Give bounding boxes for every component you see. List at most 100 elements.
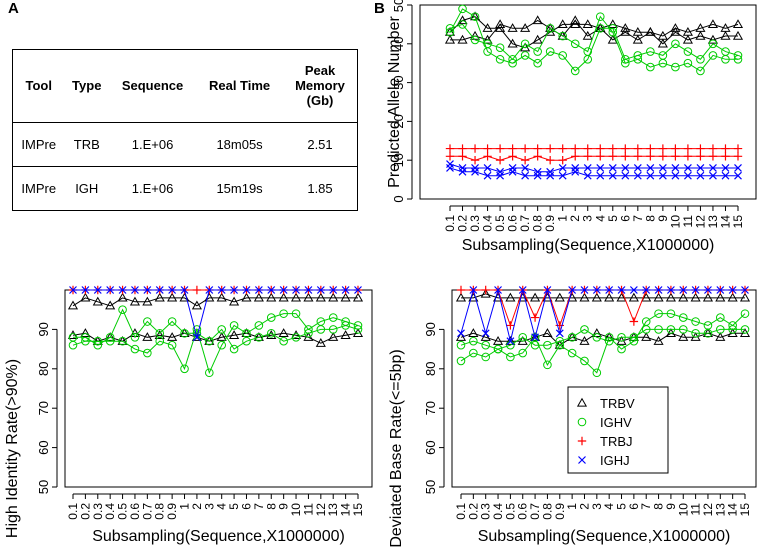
x-tick-label: 0.5 (116, 503, 130, 520)
x-tick-label: 5 (227, 503, 241, 510)
data-point (683, 164, 692, 172)
data-point (242, 336, 251, 346)
data-point (241, 328, 252, 337)
x-tick-label: 9 (664, 503, 678, 510)
data-point (118, 305, 127, 315)
y-tick-label: 20 (391, 114, 406, 128)
data-point (682, 34, 693, 44)
data-point (679, 286, 688, 294)
x-tick-label: 9 (277, 503, 291, 510)
data-point (716, 313, 725, 322)
data-point (583, 144, 592, 153)
data-point (482, 34, 493, 44)
data-point (678, 313, 688, 322)
data-point (543, 360, 552, 370)
table-cell: 1.E+06 (131, 181, 174, 197)
data-point (583, 164, 592, 172)
data-point (557, 19, 568, 29)
series-trbv (455, 328, 751, 349)
table-header-cell: Tool (25, 78, 52, 94)
data-point (696, 144, 705, 153)
data-point (279, 286, 288, 294)
table-header-cell: Peak Memory (Gb) (295, 63, 345, 109)
series-line (72, 297, 358, 307)
chart-allele: 010203040500.10.20.30.40.50.60.70.80.912… (386, 0, 757, 254)
data-point (654, 309, 663, 318)
data-point (683, 171, 692, 180)
data-point (217, 325, 226, 334)
data-point (695, 30, 706, 40)
legend-label: IGHV (600, 415, 632, 430)
table-cell: TRB (73, 136, 100, 152)
y-axis-label: High Identity Rate(>90%) (4, 359, 21, 538)
data-point (278, 292, 289, 302)
table-cell: 1.E+06 (131, 136, 174, 152)
data-point (455, 332, 467, 341)
data-point (558, 31, 567, 41)
data-point (457, 15, 468, 25)
legend-marker (576, 397, 588, 407)
data-point (608, 171, 617, 180)
data-point (633, 164, 642, 172)
data-point (665, 292, 676, 302)
x-tick-label: 0.8 (540, 503, 554, 520)
data-point (481, 285, 490, 295)
data-point (142, 332, 153, 341)
y-tick-label: 90 (36, 322, 51, 336)
data-point (645, 26, 656, 36)
x-tick-label: 6 (627, 503, 641, 510)
data-point (216, 292, 227, 302)
data-point (508, 144, 517, 153)
data-point (696, 55, 705, 64)
data-point (592, 332, 602, 342)
data-point (167, 292, 178, 302)
data-point (683, 58, 693, 68)
series-line (450, 19, 738, 45)
data-point (642, 286, 651, 294)
data-point (596, 152, 605, 161)
data-point (641, 325, 651, 334)
data-point (341, 286, 350, 294)
data-point (596, 171, 605, 180)
data-point (518, 348, 528, 358)
data-point (579, 292, 590, 302)
data-point (691, 286, 700, 294)
x-tick-label: 4 (215, 503, 229, 510)
data-point (666, 309, 676, 318)
series-line (461, 288, 745, 328)
data-point (596, 164, 605, 172)
data-point (555, 336, 565, 346)
data-point (457, 329, 465, 338)
x-tick-label: 0.1 (454, 503, 468, 520)
legend-marker (577, 417, 587, 427)
data-point (707, 19, 719, 29)
x-tick-label: 0.6 (516, 503, 530, 520)
y-axis-label: Deviated Base Rate(<=5bp) (388, 349, 405, 547)
data-point (734, 171, 742, 180)
data-point (621, 55, 630, 64)
data-point (646, 152, 655, 161)
data-point (543, 340, 552, 350)
data-point (471, 167, 479, 176)
data-point (155, 329, 165, 338)
x-tick-label: 1 (556, 215, 570, 222)
data-point (629, 317, 639, 326)
data-point (496, 171, 505, 180)
x-axis-label: Subsampling(Sequence,X1000000) (478, 528, 731, 545)
data-point (105, 332, 115, 342)
data-point (483, 171, 492, 180)
x-tick-label: 0.4 (481, 215, 495, 232)
data-point (445, 27, 455, 37)
data-point (303, 292, 314, 302)
data-point (682, 26, 693, 36)
data-point (444, 34, 456, 44)
data-point (520, 23, 531, 32)
x-tick-label: 0.4 (491, 503, 505, 520)
data-point (495, 156, 505, 165)
data-point (118, 336, 127, 346)
y-tick-label: 40 (391, 37, 406, 51)
data-point (105, 300, 116, 310)
data-point (506, 337, 515, 346)
data-point (721, 47, 730, 56)
data-point (580, 325, 589, 334)
